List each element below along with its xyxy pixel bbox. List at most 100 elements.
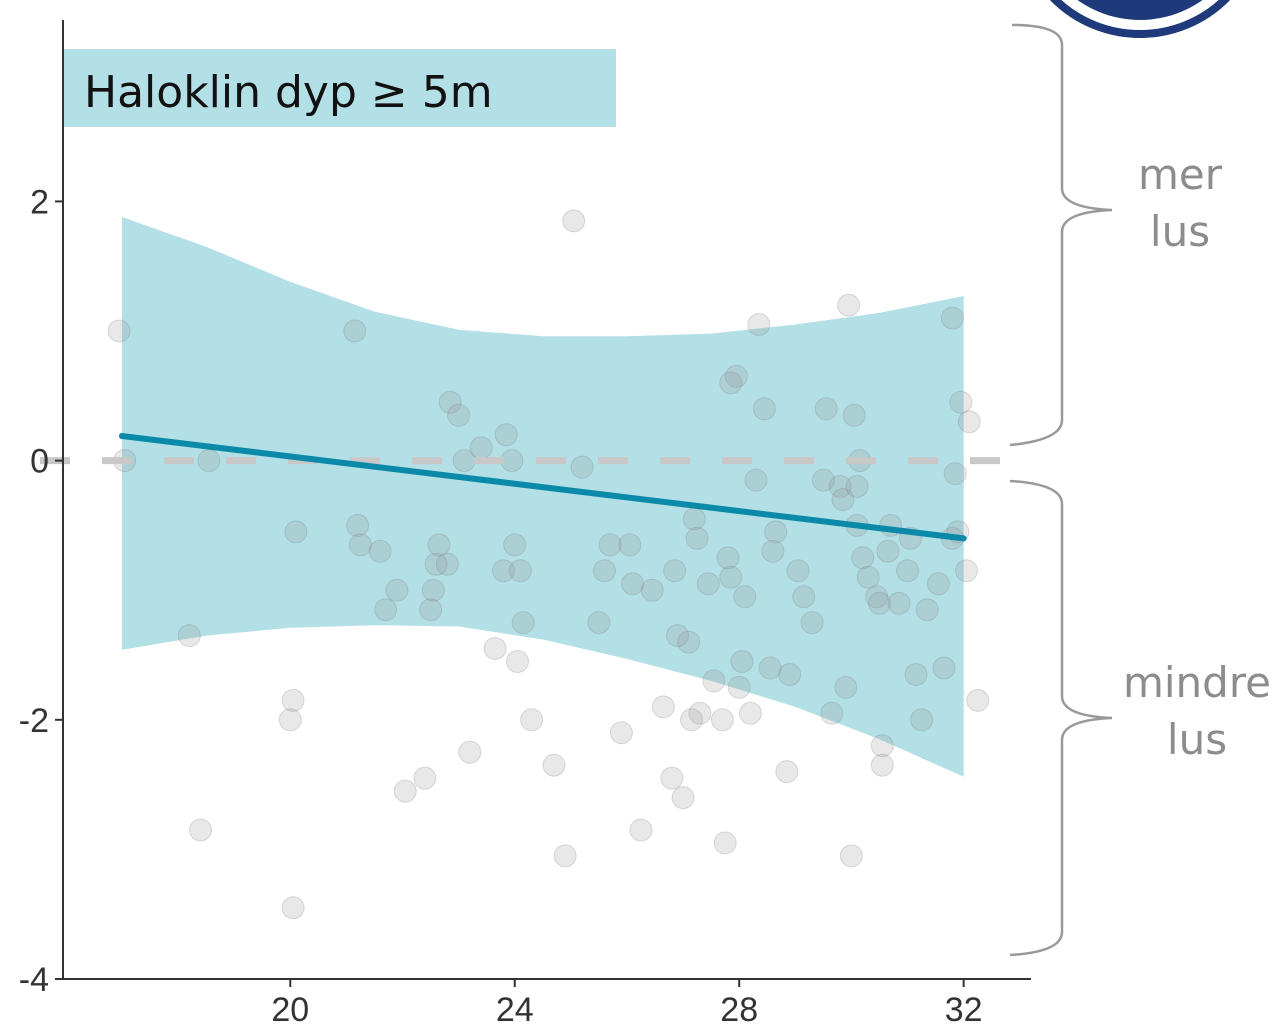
data-point xyxy=(786,559,810,583)
data-point xyxy=(346,513,370,537)
data-point xyxy=(842,403,866,427)
data-point xyxy=(177,624,201,648)
data-point xyxy=(651,695,675,719)
data-point xyxy=(393,779,417,803)
data-point xyxy=(374,598,398,622)
data-point xyxy=(677,630,701,654)
data-point xyxy=(281,688,305,712)
y-tick-label: 0 xyxy=(30,443,49,481)
y-tick-label: -4 xyxy=(19,961,49,999)
data-point xyxy=(189,818,212,842)
data-point xyxy=(764,520,788,544)
data-point xyxy=(447,403,471,427)
data-point xyxy=(508,559,532,583)
data-point xyxy=(385,578,409,602)
data-point xyxy=(926,572,950,596)
data-point xyxy=(966,688,990,712)
data-point xyxy=(730,650,754,673)
data-point xyxy=(752,397,776,421)
data-point xyxy=(915,598,939,622)
data-point xyxy=(666,624,689,648)
data-point xyxy=(506,650,529,673)
data-point xyxy=(680,708,703,732)
data-point xyxy=(500,449,524,473)
data-point xyxy=(542,753,566,777)
data-point xyxy=(713,831,737,855)
chart-title: Haloklin dyp ≥ 5m xyxy=(84,67,493,118)
data-point xyxy=(932,656,956,680)
trend-line xyxy=(118,432,967,542)
data-point xyxy=(792,585,816,609)
data-point xyxy=(671,786,695,810)
data-point xyxy=(955,559,978,583)
data-point xyxy=(834,675,858,699)
data-point xyxy=(281,896,305,920)
data-point xyxy=(800,611,824,635)
data-point xyxy=(696,572,720,596)
points-layer xyxy=(107,209,990,920)
data-point xyxy=(593,559,616,583)
data-point xyxy=(492,559,515,583)
upper-label-line1: mer xyxy=(1138,150,1223,199)
data-point xyxy=(503,533,527,557)
data-point xyxy=(719,371,743,395)
data-point xyxy=(761,539,785,563)
data-point xyxy=(107,319,131,343)
data-point xyxy=(562,209,586,233)
upper-brace xyxy=(1009,23,1113,447)
data-point xyxy=(570,455,594,479)
data-point xyxy=(427,533,451,557)
data-point xyxy=(758,656,782,680)
data-point xyxy=(719,565,743,589)
data-point xyxy=(343,319,367,343)
data-point xyxy=(458,740,482,764)
data-point xyxy=(197,449,221,473)
data-point xyxy=(851,546,875,570)
data-point xyxy=(419,598,443,622)
lower-label-line1: mindre xyxy=(1123,658,1271,707)
y-ticks: 2 0 -2 -4 xyxy=(19,183,63,999)
data-point xyxy=(660,766,684,790)
data-point xyxy=(940,306,964,330)
data-point xyxy=(744,468,768,492)
data-point xyxy=(876,539,900,563)
data-point xyxy=(738,701,762,725)
data-point xyxy=(839,844,863,868)
x-tick-label: 24 xyxy=(496,991,534,1024)
data-point xyxy=(685,526,709,550)
data-point xyxy=(820,701,844,725)
data-point xyxy=(845,475,869,498)
data-point xyxy=(424,552,448,576)
data-point xyxy=(814,397,838,421)
data-point xyxy=(724,364,748,388)
data-point xyxy=(831,488,855,511)
data-point xyxy=(702,669,726,693)
data-point xyxy=(278,708,302,732)
data-point xyxy=(682,507,706,531)
data-point xyxy=(828,475,852,498)
data-point xyxy=(494,423,518,447)
data-point xyxy=(870,753,894,777)
data-point xyxy=(483,637,507,660)
data-point xyxy=(621,572,645,596)
data-point xyxy=(865,585,889,609)
upper-label-line2: lus xyxy=(1150,207,1210,256)
data-point xyxy=(438,390,462,414)
data-point xyxy=(368,539,392,563)
data-point xyxy=(778,663,802,686)
data-point xyxy=(887,591,911,615)
data-point xyxy=(856,565,880,589)
data-point xyxy=(747,313,771,336)
data-point xyxy=(775,760,799,784)
data-point xyxy=(910,708,934,732)
data-point xyxy=(733,585,757,609)
data-point xyxy=(598,533,622,557)
data-point xyxy=(511,611,535,635)
y-tick-label: -2 xyxy=(19,702,49,740)
data-point xyxy=(957,410,981,434)
data-point xyxy=(727,675,751,699)
data-point xyxy=(868,591,891,615)
x-tick-label: 28 xyxy=(720,991,758,1024)
data-point xyxy=(943,462,967,486)
